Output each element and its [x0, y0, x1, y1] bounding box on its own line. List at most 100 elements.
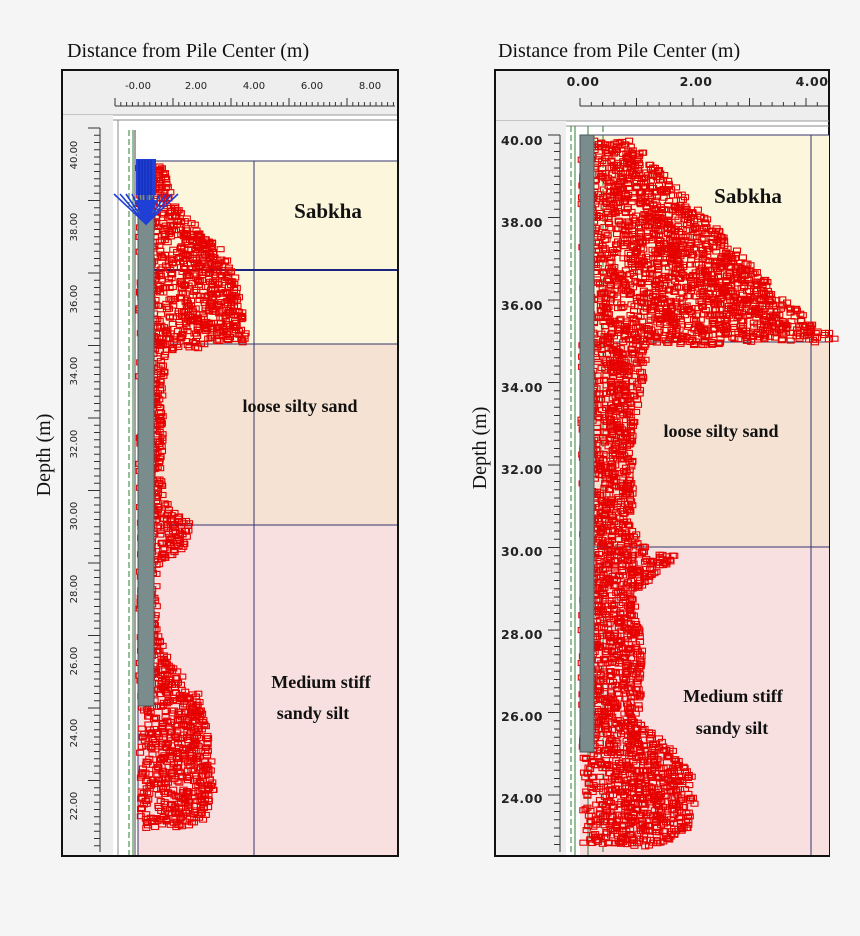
y-tick-label: 34.00: [69, 357, 80, 386]
plastic-point: [636, 327, 645, 334]
plastic-point: [662, 247, 671, 254]
plastic-point: [715, 331, 724, 338]
plastic-point: [646, 561, 655, 568]
plastic-point: [743, 337, 752, 344]
plastic-point: [672, 324, 681, 331]
plastic-point: [830, 335, 839, 342]
plastic-point: [709, 340, 718, 347]
x-tick-label: 4.00: [796, 74, 829, 89]
plastic-point: [604, 219, 613, 226]
plastic-point: [604, 470, 613, 477]
y-axis-title: Depth (m): [33, 414, 55, 497]
plastic-point: [594, 377, 604, 385]
x-tick-label: 6.00: [301, 81, 323, 92]
plastic-point: [175, 536, 184, 543]
plastic-point: [758, 281, 767, 288]
plastic-point: [155, 561, 164, 568]
plastic-point: [655, 239, 664, 247]
plastic-point: [617, 456, 627, 463]
plastic-point: [598, 526, 608, 533]
plastic-point: [730, 335, 739, 342]
plastic-point: [168, 260, 177, 267]
plastic-point: [737, 330, 747, 337]
plastic-point: [201, 269, 210, 276]
x-ruler-ticks: [114, 98, 395, 107]
plastic-point: [629, 560, 638, 567]
plastic-point: [168, 214, 177, 221]
plastic-point: [232, 296, 242, 303]
plastic-point: [786, 337, 795, 344]
plastic-point: [174, 217, 183, 224]
plastic-point: [653, 236, 662, 243]
y-tick-label: 38.00: [69, 213, 80, 242]
plastic-point: [624, 372, 633, 379]
plastic-point: [624, 544, 633, 551]
plastic-point: [607, 407, 616, 414]
plastic-point: [594, 596, 603, 603]
plastic-point: [630, 570, 639, 577]
plastic-point: [164, 214, 173, 221]
plastic-point: [212, 291, 221, 298]
plastic-point: [635, 694, 644, 701]
plastic-point: [607, 290, 616, 297]
plastic-point: [143, 789, 152, 796]
y-tick-label: 28.00: [501, 627, 543, 642]
plastic-point: [169, 302, 178, 309]
plastic-point: [732, 247, 742, 254]
plastic-point: [628, 568, 637, 575]
plastic-point: [632, 183, 641, 190]
plastic-point: [199, 800, 208, 807]
x-tick-label: 2.00: [680, 74, 713, 89]
plastic-point: [201, 723, 210, 730]
plastic-point: [638, 318, 647, 325]
plastic-point: [605, 436, 614, 443]
plastic-point: [627, 463, 636, 470]
plastic-point: [158, 431, 167, 438]
plastic-point: [153, 818, 162, 825]
plastic-point: [600, 224, 609, 231]
plastic-point: [616, 371, 625, 378]
plastic-point: [659, 287, 668, 294]
plastic-point: [627, 611, 636, 618]
plastic-point: [156, 662, 165, 669]
plastic-point: [792, 305, 801, 312]
plastic-point: [710, 311, 719, 318]
plastic-point: [156, 702, 166, 710]
layer-label-loose-silty-sand: loose silty sand: [242, 396, 357, 416]
panel-left: Distance from Pile Center (m) Depth (m) …: [33, 40, 399, 857]
plastic-point: [175, 294, 185, 301]
plastic-point: [202, 245, 211, 252]
plastic-point: [631, 686, 640, 693]
plastic-point: [604, 626, 613, 633]
y-tick-label: 30.00: [501, 544, 543, 559]
plastic-point: [696, 316, 705, 323]
plastic-point: [620, 370, 629, 377]
plastic-point: [754, 311, 763, 318]
plastic-point: [632, 645, 641, 652]
plastic-point: [629, 419, 638, 426]
plastic-point: [612, 161, 621, 168]
plastic-point: [185, 272, 194, 279]
plastic-point: [173, 778, 182, 785]
plastic-point: [619, 177, 628, 184]
plastic-point: [640, 578, 649, 586]
plastic-point: [695, 278, 704, 285]
plastic-point: [156, 273, 165, 280]
plastic-point: [137, 743, 146, 750]
plastic-point: [617, 304, 626, 311]
plastic-point: [601, 643, 610, 650]
plastic-point: [661, 272, 670, 279]
plastic-point: [676, 340, 685, 347]
plastic-point: [598, 407, 607, 414]
plastic-point: [786, 329, 795, 336]
plastic-point: [626, 270, 635, 277]
plastic-point: [168, 344, 177, 352]
plastic-point: [619, 255, 628, 262]
plastic-point: [619, 303, 628, 310]
plastic-point: [597, 314, 606, 322]
plastic-point: [212, 336, 221, 343]
plastic-point: [625, 291, 634, 298]
plastic-point: [683, 292, 692, 300]
plastic-point: [604, 183, 613, 190]
plastic-point: [153, 772, 162, 779]
